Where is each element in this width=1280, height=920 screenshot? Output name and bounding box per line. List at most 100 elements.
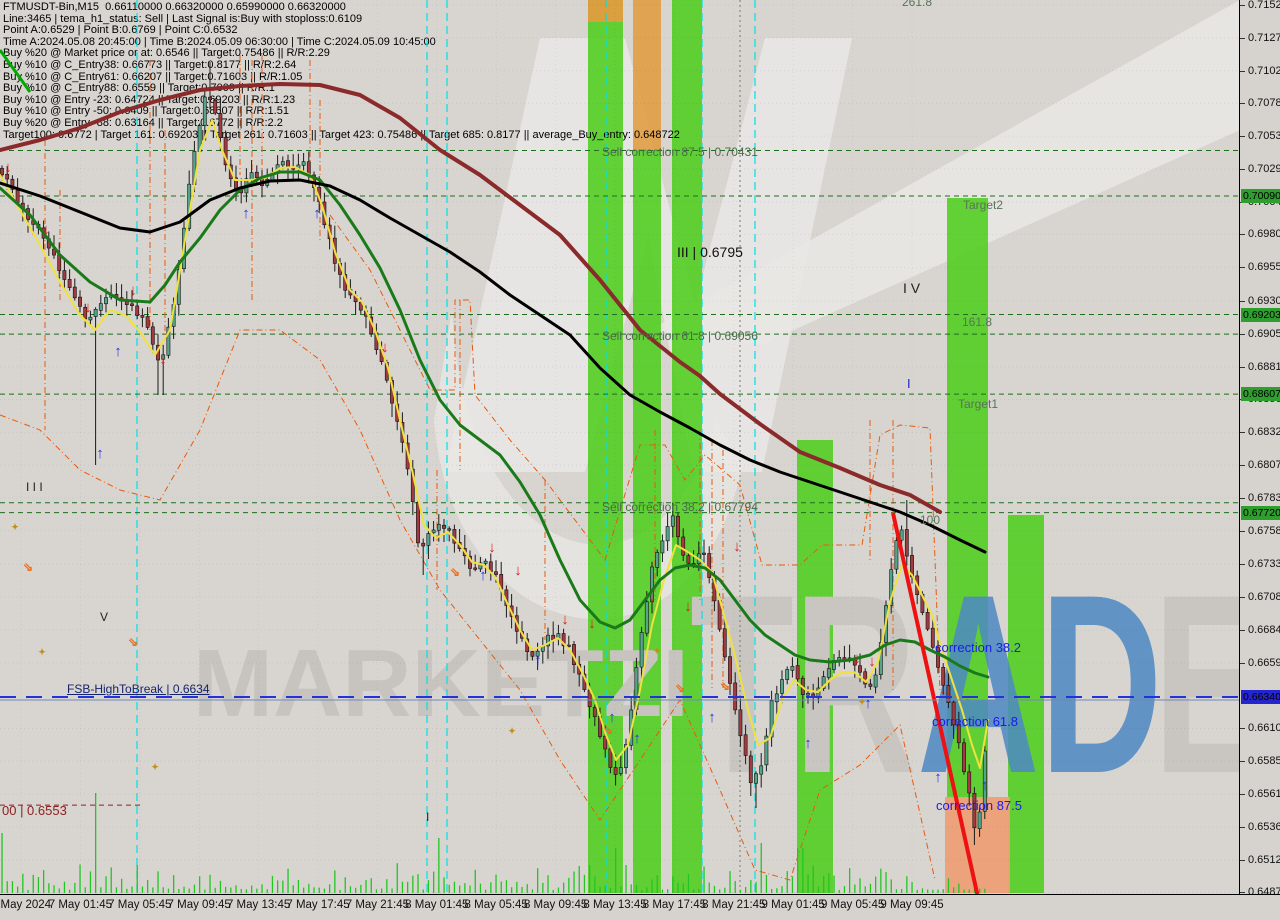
ma-slowest-maroon [0, 82, 942, 514]
price-tick-mark [1240, 168, 1245, 170]
green-zone-band [672, 0, 702, 893]
price-tick-mark [1240, 564, 1245, 566]
price-tick-mark [1240, 136, 1245, 138]
buy-arrow-icon: ↑ [934, 769, 942, 786]
time-axis-label: 8 May 05:45 [464, 899, 528, 911]
price-level-badge: 0.68607 [1241, 387, 1280, 402]
price-tick-label: 0.66104 [1248, 722, 1280, 735]
price-tick-label: 0.70293 [1248, 162, 1280, 175]
price-tick-mark [1240, 728, 1245, 730]
sar-arrow-icon: ⇘ [23, 560, 33, 574]
price-tick-mark [1240, 432, 1245, 434]
price-tick-label: 0.69802 [1248, 228, 1280, 241]
sell-arrow-icon: ↓ [853, 650, 861, 667]
price-tick-mark [1240, 662, 1245, 664]
price-tick-mark [1240, 597, 1245, 599]
price-tick-mark [1240, 465, 1245, 467]
price-level-badge: 0.66340 [1241, 689, 1280, 704]
green-segment [0, 49, 32, 93]
price-tick-mark [1240, 5, 1245, 6]
sell-arrow-icon: ↓ [488, 539, 496, 556]
sell-arrow-icon: ↓ [129, 282, 137, 299]
signal-arrows: ↓↓↓↓↓↓↓↓↓ ↓↓↓↓↓ ↓↑↑↑ ↑↑↑↑↑↑↑↑↑ ↑⇘⇘⇘⇘⇘ ⇘✦✦✦✦✦✦ [4, 159, 989, 794]
buy-arrow-icon: ↑ [633, 730, 641, 747]
price-tick-mark [1240, 333, 1245, 335]
sell-arrow-icon: ↓ [733, 538, 741, 555]
price-tick-mark [1240, 234, 1245, 236]
time-axis-label: 8 May 01:45 [405, 899, 469, 911]
price-tick-mark [1240, 497, 1245, 499]
time-axis-label: 8 May 13:45 [583, 899, 647, 911]
price-tick-label: 0.69058 [1248, 327, 1280, 340]
sell-arrow-icon: ↓ [381, 339, 389, 356]
time-axis-label: 7 May 17:45 [286, 899, 350, 911]
price-tick-mark [1240, 366, 1245, 368]
time-axis-label: 7 May 01:45 [48, 899, 113, 911]
price-tick-mark [1240, 826, 1245, 828]
buy-arrow-icon: ↑ [864, 695, 872, 712]
price-tick-label: 0.65122 [1248, 853, 1280, 866]
price-tick-mark [1240, 892, 1245, 894]
time-axis-label: 9 May 09:45 [880, 899, 944, 911]
fib-zone-bands [588, 0, 1044, 893]
buy-arrow-icon: ↑ [981, 777, 989, 794]
sar-arrow-icon: ⇘ [450, 565, 460, 579]
buy-arrow-icon: ↑ [242, 205, 250, 222]
star-mark-icon: ✦ [11, 522, 19, 532]
comment-line-3: Time A:2024.05.08 20:45:00 | Time B:2024… [3, 35, 436, 48]
sar-arrow-icon: ⇘ [720, 679, 730, 693]
sar-arrow-icon: ⇘ [675, 681, 685, 695]
price-tick-mark [1240, 70, 1245, 72]
price-tick-label: 0.66841 [1248, 624, 1280, 637]
star-mark-icon: ✦ [858, 697, 866, 707]
sell-arrow-icon: ↓ [684, 598, 692, 615]
price-tick-mark [1240, 267, 1245, 269]
sell-arrow-icon: ↓ [42, 221, 50, 238]
price-tick-label: 0.70784 [1248, 97, 1280, 110]
orange-zone-band [633, 0, 661, 150]
price-tick-mark [1240, 301, 1245, 303]
red-trendline[interactable] [891, 512, 983, 894]
watermark-text: MARKETZI TR AD E [193, 541, 1266, 826]
time-axis-label: 8 May 17:45 [642, 899, 707, 911]
price-tick-mark [1240, 630, 1245, 632]
comment-line-11: Target100: 0.6772 | Target 161: 0.69203 … [3, 128, 680, 141]
comment-line-1: Line:3465 | tema_h1_status: Sell | Last … [3, 12, 363, 25]
orange-zone-cap [588, 0, 623, 22]
watermark-m-icon [445, 38, 852, 472]
watermark-swoosh-icon [434, 310, 742, 620]
price-tick-mark [1240, 37, 1245, 39]
sell-arrow-icon: ↓ [159, 351, 167, 368]
price-tick-label: 0.65368 [1248, 820, 1280, 833]
sell-arrow-icon: ↓ [561, 611, 569, 628]
volume-bars [1, 793, 986, 893]
comment-line-4: Buy %20 @ Market price or at: 0.6546 || … [3, 47, 330, 60]
buy-arrow-icon: ↑ [534, 652, 542, 669]
time-axis-label: 9 May 01:45 [761, 899, 825, 911]
price-tick-label: 0.67086 [1248, 591, 1280, 604]
salmon-zone [945, 797, 1010, 893]
chart-canvas[interactable]: ↓↓↓↓↓↓↓↓↓ ↓↓↓↓↓ ↓↑↑↑ ↑↑↑↑↑↑↑↑↑ ↑⇘⇘⇘⇘⇘ ⇘✦✦✦✦✦✦ [0, 0, 1241, 894]
sell-arrow-icon: ↓ [84, 299, 92, 316]
price-tick-label: 0.65613 [1248, 788, 1280, 801]
candlesticks [0, 62, 987, 845]
price-tick-label: 0.69556 [1248, 261, 1280, 274]
time-axis-label: 7 May 13:45 [226, 899, 291, 911]
price-tick-label: 0.71029 [1248, 64, 1280, 77]
price-tick-label: 0.66595 [1248, 656, 1280, 669]
green-zone-band [797, 440, 833, 893]
ma-fast-yellow [0, 119, 989, 769]
sell-arrow-icon: ↓ [514, 562, 522, 579]
sell-arrow-icon: ↓ [588, 615, 596, 632]
time-axis-label: 7 May 21:45 [345, 899, 410, 911]
price-tick-label: 0.71275 [1248, 31, 1280, 44]
buy-arrow-icon: ↑ [708, 709, 716, 726]
ma-medium-green [0, 170, 990, 679]
price-tick-mark [1240, 103, 1245, 105]
